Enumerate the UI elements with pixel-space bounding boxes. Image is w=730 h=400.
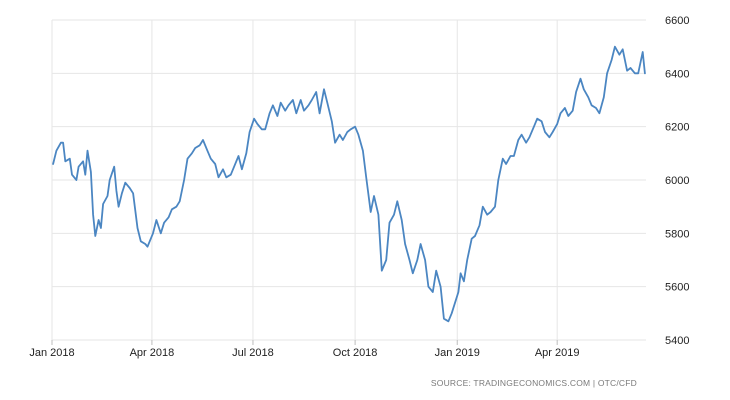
y-axis-ticks: 5400 5600 5800 6000 6200 6400 6600 [665, 15, 689, 347]
y-tick-label: 5600 [665, 282, 689, 294]
x-tick-label: Jan 2019 [435, 347, 480, 359]
x-tick-label: Jan 2018 [29, 347, 74, 359]
x-axis-ticks: Jan 2018 Apr 2018 Jul 2018 Oct 2018 Jan 2019… [29, 340, 580, 359]
x-tick-label: Oct 2018 [333, 347, 378, 359]
y-tick-label: 6400 [665, 68, 689, 80]
y-tick-label: 6200 [665, 122, 689, 134]
x-tick-label: Apr 2018 [130, 347, 175, 359]
y-tick-label: 6600 [665, 15, 689, 27]
source-label: SOURCE: TRADINGECONOMICS.COM | OTC/CFD [431, 378, 637, 388]
y-tick-label: 6000 [665, 175, 689, 187]
y-tick-label: 5800 [665, 228, 689, 240]
x-tick-label: Apr 2019 [535, 347, 580, 359]
x-tick-label: Jul 2018 [232, 347, 274, 359]
series-line [52, 45, 646, 323]
series-layer [52, 45, 646, 323]
y-tick-label: 5400 [665, 335, 689, 347]
grid [51, 19, 646, 341]
